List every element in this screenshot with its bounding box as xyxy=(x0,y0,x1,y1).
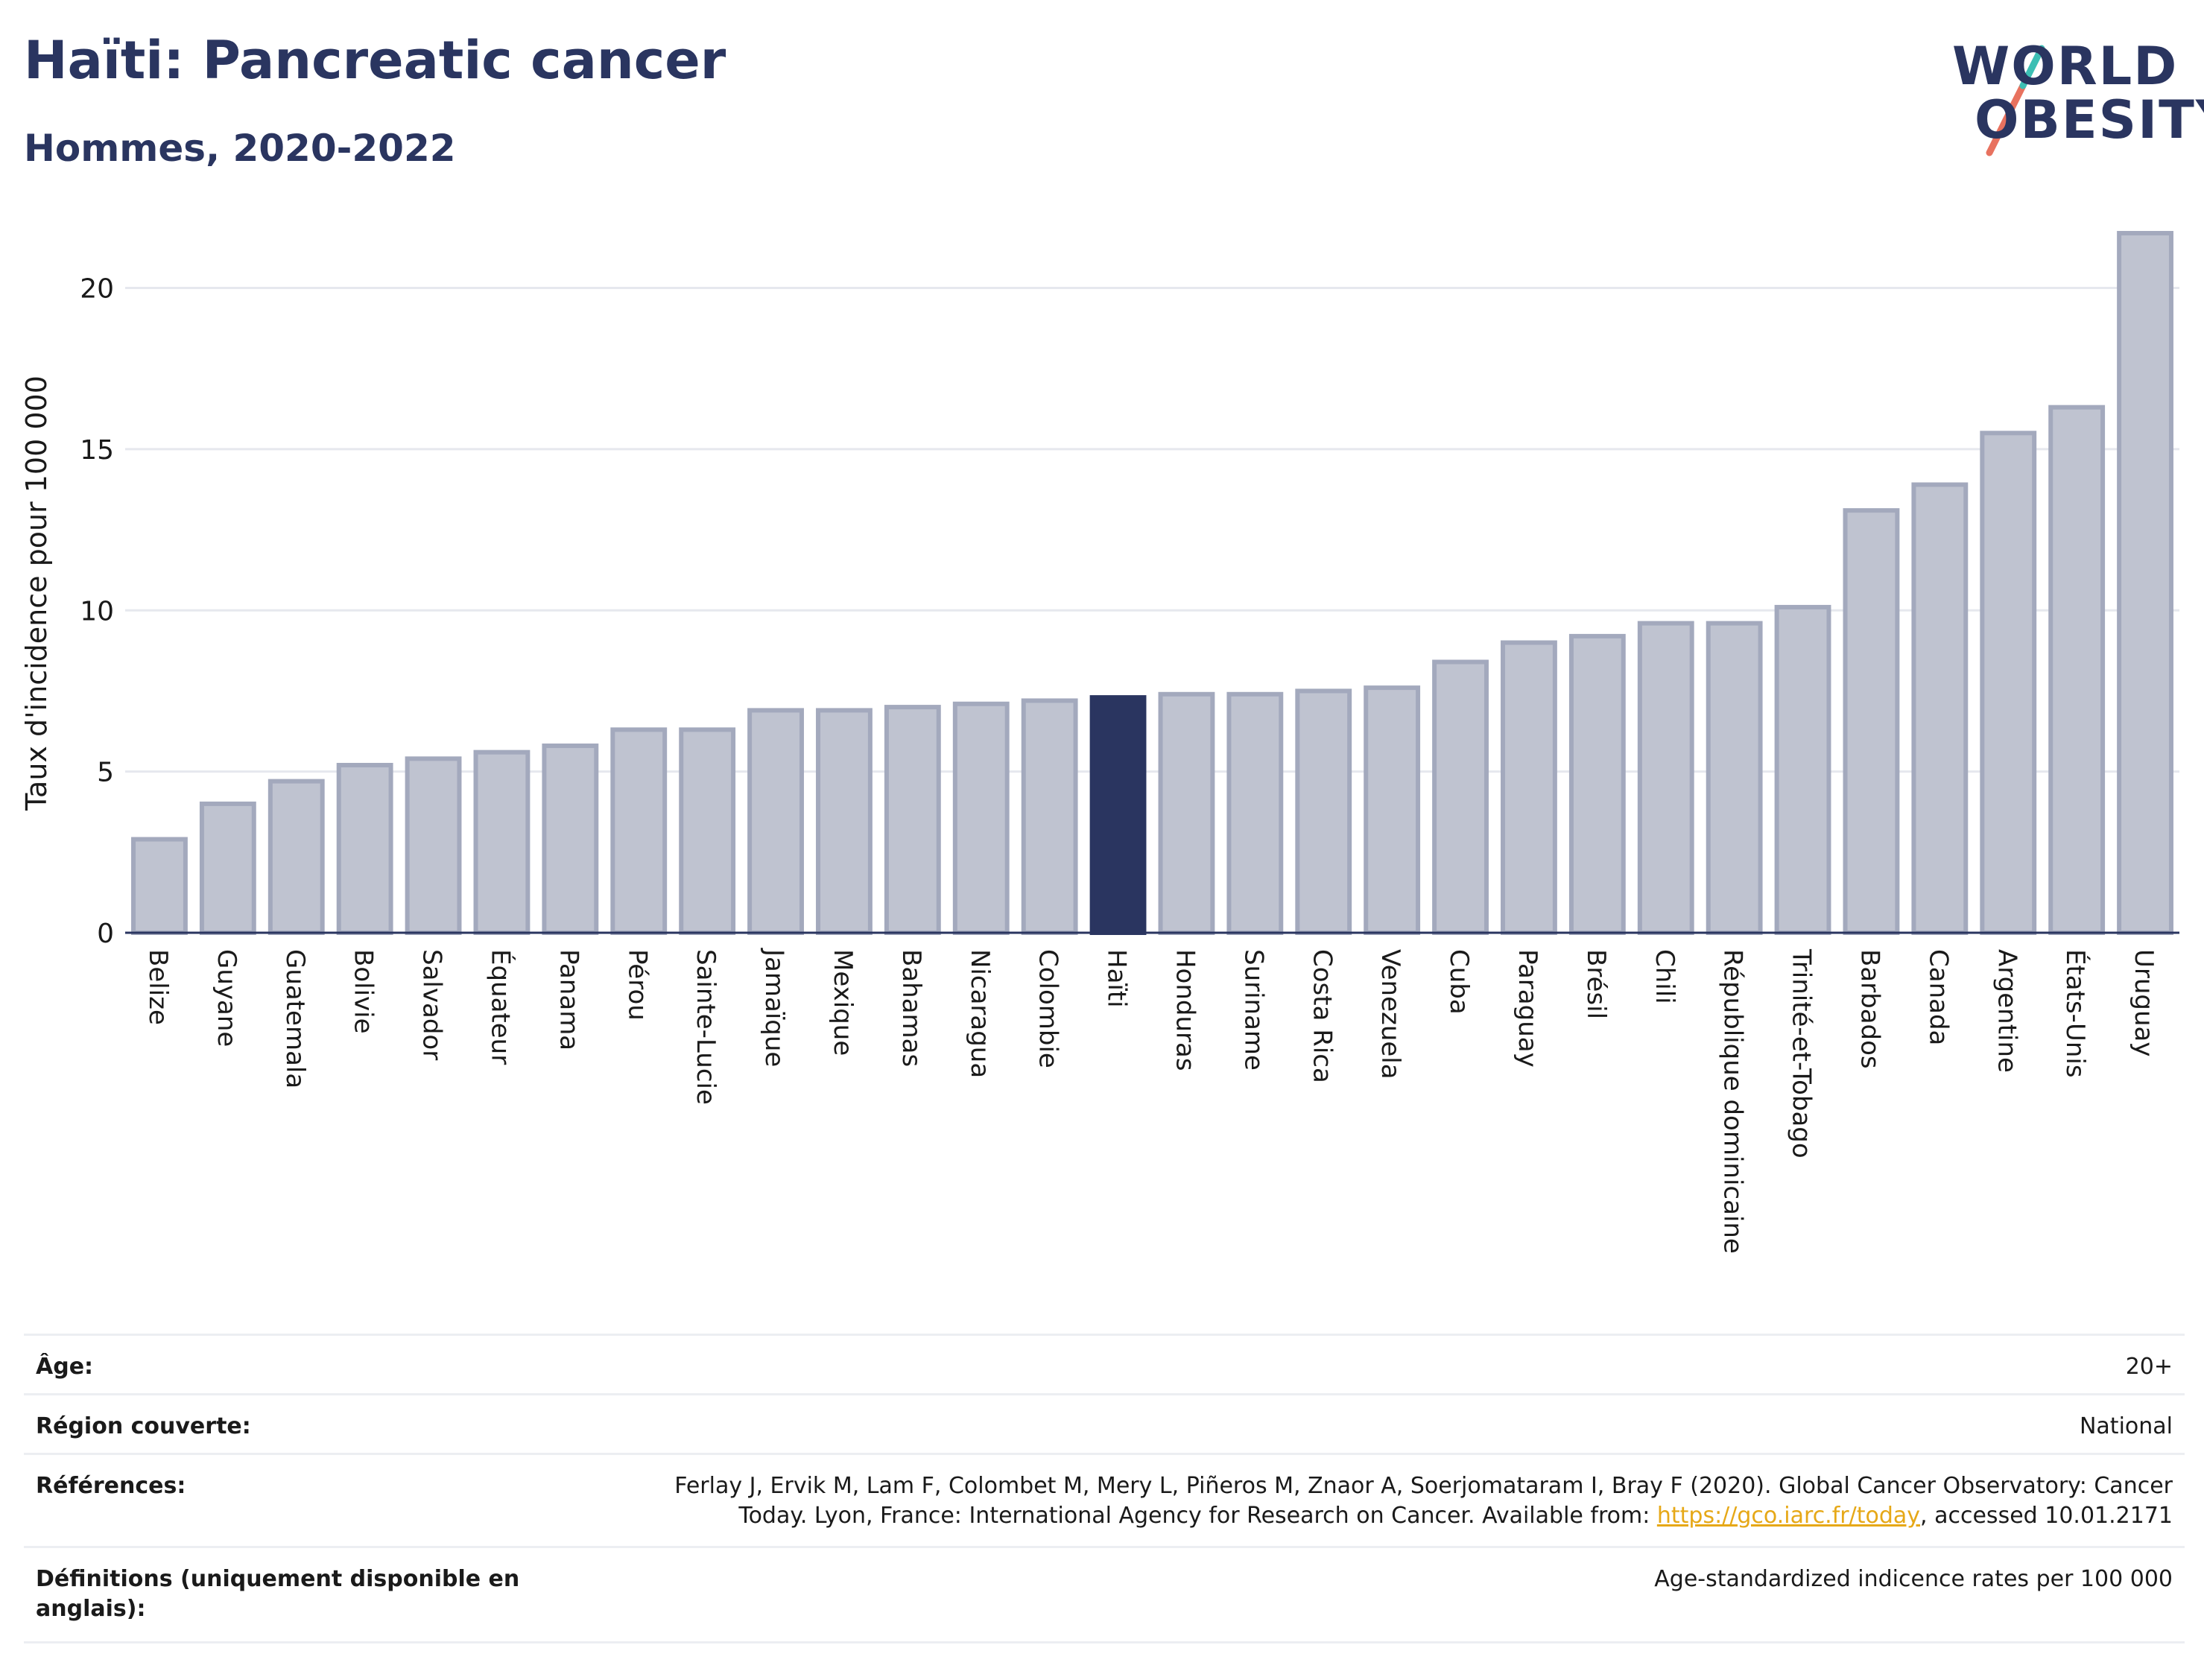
x-tick-label: Venezuela xyxy=(1375,949,1405,1080)
x-tick-label: Barbados xyxy=(1855,949,1884,1069)
x-tick-label: Honduras xyxy=(1170,949,1200,1071)
chart-bars xyxy=(131,230,2173,936)
bar-mexique xyxy=(816,708,873,935)
bar-br-sil xyxy=(1568,633,1626,936)
meta-row-region: Région couverte: National xyxy=(24,1393,2185,1455)
bar-paraguay xyxy=(1501,640,1557,936)
bar-trinit-et-tobago xyxy=(1774,604,1831,935)
bar-ha-ti xyxy=(1089,695,1147,935)
refs-text-line3: , accessed 10.01.2171 xyxy=(1920,1503,2173,1529)
x-tick-label: Salvador xyxy=(417,949,447,1060)
y-tick-label: 10 xyxy=(80,596,114,627)
bar-belize xyxy=(131,837,188,935)
meta-defs-label: Définitions (uniquement disponible en an… xyxy=(36,1566,520,1622)
meta-region-label: Région couverte: xyxy=(36,1413,251,1439)
x-tick-label: Jamaïque xyxy=(759,948,789,1067)
x-tick-label: Trinité-et-Tobago xyxy=(1787,948,1817,1158)
bar-colombie xyxy=(1021,698,1078,935)
y-axis-label: Taux d'incidence pour 100 000 xyxy=(20,375,53,811)
y-tick-label: 20 xyxy=(80,274,114,305)
meta-age-value: 20+ xyxy=(2125,1354,2173,1380)
meta-defs-value: Age-standardized indicence rates per 100… xyxy=(1654,1566,2173,1592)
bar-sainte-lucie xyxy=(679,727,736,936)
bar-r-publique-dominicaine xyxy=(1706,621,1763,936)
x-tick-label: Panama xyxy=(554,949,583,1050)
bar-cuba xyxy=(1432,659,1489,935)
x-tick-label: Cuba xyxy=(1444,949,1474,1015)
world-obesity-logo: WORLD OBESITY xyxy=(1937,30,2204,164)
refs-text-line1: Ferlay J, Ervik M, Lam F, Colombet M, Me… xyxy=(674,1473,2173,1499)
bar-chart: 0 5 10 15 20 Belize Guyane Guatemala Bolivie Sal… xyxy=(20,230,2179,1254)
bar-honduras xyxy=(1158,691,1215,935)
page-subtitle: Hommes, 2020-2022 xyxy=(24,127,456,170)
bar-barbados xyxy=(1843,508,1900,935)
x-tick-label: Canada xyxy=(1923,949,1953,1045)
x-tick-label: Nicaragua xyxy=(965,949,995,1078)
bar-suriname xyxy=(1226,691,1284,935)
meta-age-label: Âge: xyxy=(36,1354,94,1380)
bar-argentine xyxy=(1980,431,2037,936)
y-tick-label: 0 xyxy=(97,919,114,949)
x-tick-label: Haïti xyxy=(1102,949,1132,1008)
y-tick-label: 15 xyxy=(80,435,114,466)
x-tick-label: Bolivie xyxy=(349,949,379,1034)
meta-row-references: Références: Ferlay J, Ervik M, Lam F, Co… xyxy=(24,1453,2185,1548)
bar-costa-rica xyxy=(1295,688,1352,935)
meta-row-definitions: Définitions (uniquement disponible en an… xyxy=(24,1546,2185,1643)
refs-text-line2: Today. Lyon, France: International Agenc… xyxy=(738,1503,1657,1529)
bar-guyane xyxy=(199,801,256,936)
meta-row-age: Âge: 20+ xyxy=(24,1334,2185,1395)
x-tick-label: Argentine xyxy=(1992,949,2021,1073)
bar-p-rou xyxy=(610,727,668,936)
meta-refs-label: Références: xyxy=(36,1473,186,1499)
x-tick-label: Bahamas xyxy=(896,949,926,1067)
bar--tats-unis xyxy=(2048,405,2106,935)
x-tick-label: États-Unis xyxy=(2060,949,2091,1078)
x-tick-label: Guyane xyxy=(212,949,241,1047)
page-title: Haïti: Pancreatic cancer xyxy=(24,30,726,91)
y-axis-ticks: 0 5 10 15 20 xyxy=(80,274,114,949)
x-tick-label: Paraguay xyxy=(1513,949,1542,1068)
x-tick-label: Sainte-Lucie xyxy=(691,949,721,1105)
logo-slash-icon xyxy=(1986,45,2045,156)
refs-link[interactable]: https://gco.iarc.fr/today xyxy=(1656,1503,1921,1529)
x-tick-label: Brésil xyxy=(1581,949,1611,1019)
x-tick-label: Guatemala xyxy=(280,949,310,1088)
x-tick-label: Équateur xyxy=(485,949,516,1065)
logo-line-2: OBESITY xyxy=(1975,89,2204,150)
x-tick-label: Costa Rica xyxy=(1307,949,1337,1083)
x-tick-label: Colombie xyxy=(1033,949,1063,1068)
logo-line-1: WORLD xyxy=(1952,36,2179,97)
x-axis-labels: Belize Guyane Guatemala Bolivie Salvador Équa… xyxy=(143,948,2159,1254)
bar-bahamas xyxy=(884,705,941,935)
bar-canada xyxy=(1911,482,1969,935)
y-tick-label: 5 xyxy=(97,758,114,788)
meta-region-value: National xyxy=(2079,1413,2173,1439)
bar--quateur xyxy=(473,749,531,935)
meta-refs-value: Ferlay J, Ervik M, Lam F, Colombet M, Me… xyxy=(571,1471,2173,1531)
bar-salvador xyxy=(405,756,462,935)
bar-venezuela xyxy=(1364,685,1421,935)
x-tick-label: Pérou xyxy=(622,949,652,1021)
x-tick-label: République dominicaine xyxy=(1718,949,1748,1254)
bar-uruguay xyxy=(2117,230,2173,936)
bar-chili xyxy=(1637,621,1694,936)
x-tick-label: Mexique xyxy=(828,949,858,1056)
bar-jama-que xyxy=(747,708,804,935)
x-tick-label: Chili xyxy=(1650,949,1679,1004)
bar-bolivie xyxy=(336,762,393,935)
bar-panama xyxy=(542,744,599,935)
chart-grid xyxy=(125,287,2179,773)
bar-guatemala xyxy=(267,779,325,935)
x-tick-label: Uruguay xyxy=(2129,949,2159,1057)
bar-nicaragua xyxy=(952,701,1010,935)
x-tick-label: Belize xyxy=(143,949,173,1025)
x-tick-label: Suriname xyxy=(1238,949,1268,1071)
